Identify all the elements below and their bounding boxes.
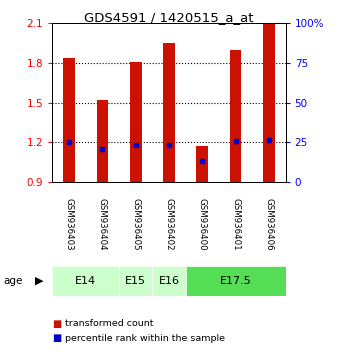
Text: transformed count: transformed count (65, 319, 154, 329)
Text: ■: ■ (52, 333, 62, 343)
Text: GDS4591 / 1420515_a_at: GDS4591 / 1420515_a_at (84, 11, 254, 24)
Bar (130, 62, 142, 182)
Bar (163, 43, 175, 182)
Text: GSM936406: GSM936406 (264, 198, 273, 250)
Text: GSM936402: GSM936402 (165, 198, 173, 250)
Text: E16: E16 (159, 275, 179, 286)
Text: GSM936400: GSM936400 (198, 198, 207, 250)
Bar (186, 266, 286, 296)
Text: ■: ■ (52, 319, 62, 329)
Text: E15: E15 (125, 275, 146, 286)
Text: GSM936405: GSM936405 (131, 198, 140, 250)
Bar (119, 266, 152, 296)
Text: GSM936403: GSM936403 (65, 198, 74, 250)
Bar (97, 100, 108, 182)
Text: percentile rank within the sample: percentile rank within the sample (65, 333, 225, 343)
Bar (63, 57, 75, 182)
Text: ▶: ▶ (34, 275, 43, 286)
Text: GSM936404: GSM936404 (98, 198, 107, 250)
Bar (230, 50, 241, 182)
Text: E17.5: E17.5 (220, 275, 251, 286)
Bar (263, 23, 275, 182)
Text: GSM936401: GSM936401 (231, 198, 240, 250)
Text: E14: E14 (75, 275, 96, 286)
Bar (152, 266, 186, 296)
Bar (196, 147, 208, 182)
Bar (52, 266, 119, 296)
Text: age: age (3, 275, 23, 286)
